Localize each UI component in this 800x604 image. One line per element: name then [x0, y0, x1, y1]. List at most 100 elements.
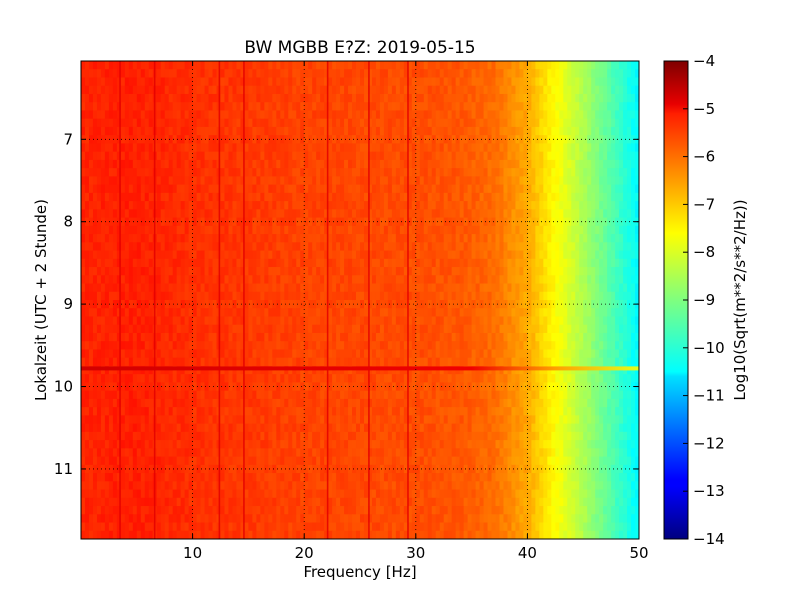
heatmap-cell	[168, 217, 174, 227]
heatmap-cell	[324, 267, 329, 276]
heatmap-cell	[108, 225, 114, 235]
heatmap-cell	[467, 151, 473, 161]
heatmap-cell	[168, 250, 174, 260]
heatmap-cell	[375, 300, 381, 309]
heatmap-cell	[419, 184, 425, 194]
heatmap-cell	[84, 324, 90, 334]
heatmap-cell	[308, 77, 313, 87]
heatmap-cell	[363, 176, 369, 186]
heatmap-cell	[363, 77, 369, 87]
heatmap-cell	[132, 168, 138, 177]
heatmap-cell	[220, 316, 226, 326]
heatmap-cell	[352, 217, 357, 227]
heatmap-cell	[180, 118, 186, 128]
heatmap-cell	[371, 316, 377, 326]
heatmap-cell	[391, 85, 397, 95]
heatmap-cell	[575, 85, 580, 95]
heatmap-cell	[248, 209, 253, 219]
heatmap-cell	[619, 93, 624, 103]
heatmap-cell	[595, 291, 600, 301]
heatmap-cell	[399, 184, 405, 194]
heatmap-cell	[615, 250, 620, 260]
heatmap-cell	[276, 126, 281, 136]
heatmap-cell	[587, 102, 592, 112]
heatmap-cell	[88, 332, 94, 342]
heatmap-cell	[455, 85, 461, 95]
heatmap-cell	[352, 291, 357, 301]
heatmap-cell	[236, 176, 242, 186]
heatmap-cell	[579, 201, 584, 210]
heatmap-cell	[120, 341, 126, 351]
heatmap-cell	[228, 300, 234, 309]
heatmap-cell	[220, 324, 226, 334]
heatmap-cell	[292, 85, 297, 95]
heatmap-cell	[260, 267, 265, 276]
heatmap-cell	[479, 184, 485, 194]
heatmap-cell	[144, 201, 150, 210]
heatmap-cell	[523, 102, 528, 112]
heatmap-cell	[81, 159, 86, 169]
heatmap-cell	[352, 85, 357, 95]
heatmap-cell	[360, 275, 365, 285]
heatmap-cell	[439, 225, 445, 235]
heatmap-cell	[539, 250, 544, 260]
heatmap-cell	[312, 341, 317, 351]
heatmap-cell	[112, 275, 118, 285]
heatmap-cell	[587, 159, 592, 169]
heatmap-cell	[495, 151, 501, 161]
heatmap-cell	[332, 85, 337, 95]
heatmap-cell	[100, 217, 106, 227]
heatmap-cell	[503, 209, 509, 219]
heatmap-cell	[268, 217, 273, 227]
heatmap-cell	[232, 184, 238, 194]
heatmap-cell	[411, 151, 417, 161]
heatmap-cell	[575, 61, 580, 70]
heatmap-cell	[112, 332, 118, 342]
heatmap-cell	[455, 234, 461, 243]
heatmap-cell	[160, 85, 166, 95]
heatmap-cell	[232, 85, 238, 95]
heatmap-cell	[615, 61, 620, 70]
heatmap-cell	[631, 275, 636, 285]
heatmap-cell	[136, 118, 142, 128]
heatmap-cell	[328, 267, 333, 276]
heatmap-cell	[220, 168, 226, 177]
heatmap-cell	[128, 291, 134, 301]
heatmap-cell	[120, 291, 126, 301]
heatmap-cell	[479, 250, 485, 260]
heatmap-cell	[148, 176, 154, 186]
heatmap-cell	[543, 234, 548, 243]
heatmap-cell	[607, 168, 612, 177]
heatmap-cell	[503, 341, 509, 351]
heatmap-cell	[180, 61, 186, 70]
heatmap-cell	[312, 250, 317, 260]
heatmap-cell	[367, 225, 373, 235]
heatmap-cell	[172, 275, 178, 285]
heatmap-cell	[200, 283, 206, 293]
heatmap-cell	[144, 143, 150, 153]
heatmap-cell	[399, 283, 405, 293]
heatmap-cell	[184, 110, 190, 120]
heatmap-cell	[519, 77, 525, 87]
heatmap-cell	[124, 159, 130, 169]
heatmap-cell	[312, 225, 317, 235]
heatmap-cell	[587, 308, 592, 318]
heatmap-cell	[543, 93, 548, 103]
heatmap-cell	[92, 316, 98, 326]
heatmap-cell	[367, 201, 373, 210]
heatmap-cell	[96, 102, 102, 112]
heatmap-cell	[403, 316, 409, 326]
heatmap-cell	[443, 85, 449, 95]
heatmap-cell	[451, 159, 457, 169]
heatmap-cell	[451, 349, 457, 359]
heatmap-cell	[248, 168, 253, 177]
heatmap-cell	[419, 209, 425, 219]
heatmap-cell	[360, 291, 365, 301]
heatmap-cell	[304, 217, 309, 227]
heatmap-cell	[503, 143, 509, 153]
heatmap-cell	[304, 242, 309, 252]
heatmap-cell	[575, 201, 580, 210]
heatmap-cell	[280, 217, 285, 227]
heatmap-cell	[559, 308, 564, 318]
heatmap-cell	[603, 250, 608, 260]
